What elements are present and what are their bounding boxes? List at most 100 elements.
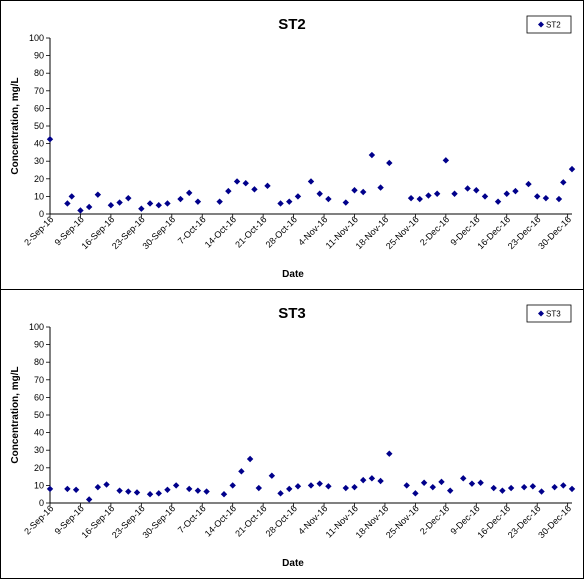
y-tick-label: 100	[29, 33, 44, 43]
data-point	[512, 187, 519, 195]
y-tick-label: 20	[34, 174, 44, 184]
data-point	[451, 190, 458, 197]
data-point	[442, 157, 450, 164]
data-point	[186, 485, 193, 493]
data-point	[538, 488, 545, 495]
y-tick-label: 90	[34, 340, 44, 350]
data-point	[225, 187, 232, 195]
legend-box	[526, 304, 572, 323]
data-point	[542, 194, 550, 202]
data-point	[242, 180, 249, 187]
data-point	[555, 195, 563, 203]
data-point	[164, 200, 171, 207]
data-point	[255, 484, 262, 492]
y-tick-label: 90	[34, 51, 44, 61]
x-tick-label: 30-Sep-16	[140, 214, 177, 251]
data-point	[72, 486, 80, 493]
data-point	[386, 450, 393, 457]
data-point	[116, 199, 123, 206]
data-point	[186, 189, 193, 197]
y-tick-label: 50	[34, 121, 44, 131]
y-tick-label: 50	[34, 410, 44, 420]
data-point	[468, 480, 476, 487]
x-tick-label: 21-Oct-16	[233, 214, 268, 249]
y-tick-label: 80	[34, 68, 44, 78]
data-point	[294, 193, 302, 200]
data-point	[447, 487, 454, 494]
data-point	[194, 198, 202, 205]
y-ticks: 0 10 20 30 40 50 60 70 80 90 100	[29, 33, 50, 219]
data-point	[146, 200, 154, 207]
data-point	[360, 476, 367, 484]
x-axis-title: Date	[282, 269, 304, 280]
data-point	[203, 488, 210, 495]
legend: ST3	[526, 304, 572, 323]
data-point	[146, 491, 154, 498]
y-tick-label: 30	[34, 445, 44, 455]
data-point	[155, 202, 162, 209]
data-point	[77, 207, 84, 214]
data-point	[155, 490, 162, 497]
data-point	[246, 455, 254, 463]
y-tick-label: 0	[39, 498, 44, 508]
legend: ST2	[526, 15, 572, 34]
data-point	[494, 198, 502, 205]
data-point	[560, 482, 567, 489]
data-point	[64, 200, 71, 207]
data-point	[534, 193, 541, 200]
chart-title: ST3	[278, 305, 306, 322]
data-point	[351, 187, 358, 194]
data-point	[85, 203, 93, 211]
data-point	[294, 483, 302, 490]
data-point	[64, 485, 71, 493]
y-tick-label: 40	[34, 139, 44, 149]
data-point	[342, 484, 349, 492]
data-point	[481, 193, 489, 200]
data-point	[94, 191, 102, 198]
data-points	[46, 450, 576, 503]
data-point	[403, 482, 410, 489]
data-point	[507, 484, 515, 492]
data-point	[277, 490, 284, 497]
data-point	[116, 487, 123, 494]
y-tick-label: 80	[34, 357, 44, 367]
data-point	[429, 483, 436, 491]
data-point	[277, 200, 284, 207]
data-point	[520, 483, 528, 491]
data-point	[568, 485, 576, 493]
data-point	[529, 483, 537, 490]
data-point	[325, 483, 332, 490]
chart-title: ST2	[278, 16, 306, 33]
data-point	[316, 480, 323, 487]
x-tick-label: 14-Oct-16	[203, 214, 238, 249]
data-point	[177, 195, 184, 203]
y-tick-label: 60	[34, 103, 44, 113]
data-point	[368, 475, 376, 482]
x-tick-label: 2-Dec-16	[418, 214, 451, 247]
data-point	[220, 491, 228, 498]
y-ticks: 0 10 20 30 40 50 60 70 80 90 100	[29, 322, 50, 508]
data-point	[351, 483, 358, 491]
x-tick-label: 25-Nov-16	[384, 503, 421, 540]
data-point	[551, 483, 558, 491]
data-point	[138, 205, 145, 212]
data-point	[251, 186, 258, 193]
data-point	[164, 486, 171, 493]
y-tick-label: 10	[34, 191, 44, 201]
data-point	[46, 136, 54, 143]
data-points	[46, 136, 576, 214]
y-tick-label: 100	[29, 322, 44, 332]
data-point	[377, 477, 384, 485]
y-tick-label: 20	[34, 463, 44, 473]
data-point	[412, 490, 419, 497]
data-point	[194, 487, 202, 494]
x-tick-label: 2-Dec-16	[418, 503, 451, 536]
data-point	[125, 488, 132, 495]
data-point	[325, 195, 332, 203]
data-point	[477, 479, 484, 486]
data-point	[286, 198, 293, 205]
x-ticks: 2-Sep-169-Sep-1616-Sep-1623-Sep-1630-Sep…	[22, 503, 573, 540]
x-tick-label: 30-Dec-16	[536, 214, 573, 251]
data-point	[473, 187, 480, 194]
data-point	[238, 468, 245, 475]
